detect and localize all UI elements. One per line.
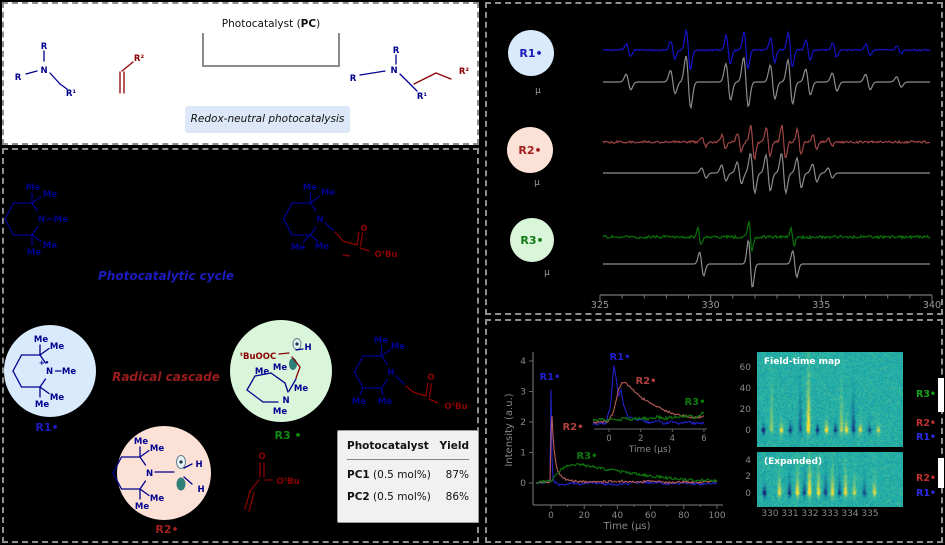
redox-neutral-badge: Redox-neutral photocatalysis	[185, 106, 350, 133]
pc2-yield: 86%	[445, 491, 469, 503]
field-time-map-canvas	[757, 352, 903, 447]
col-yield: Yield	[439, 440, 469, 452]
yield-table-header: Photocatalyst Yield	[347, 440, 469, 452]
yield-table: Photocatalyst Yield PC1 (0.5 mol%) 87% P…	[337, 430, 479, 523]
pc2-cell: PC2 (0.5 mol%)	[347, 491, 431, 503]
pc1-cell: PC1 (0.5 mol%)	[347, 469, 431, 481]
table-row: PC2 (0.5 mol%) 86%	[347, 491, 469, 503]
table-divider	[347, 459, 469, 460]
pc-label-post: )	[316, 18, 321, 30]
pc-label-bold: PC	[300, 18, 317, 30]
pc-label-pre: Photocatalyst (	[221, 18, 301, 30]
panel-epr-spectra	[485, 2, 943, 315]
photocatalyst-box	[202, 29, 340, 67]
col-photocatalyst: Photocatalyst	[347, 440, 429, 452]
table-row: PC1 (0.5 mol%) 87%	[347, 469, 469, 481]
field-time-map-expanded-canvas	[757, 452, 903, 507]
pc1-yield: 87%	[445, 469, 469, 481]
photocatalyst-box-label: Photocatalyst (PC)	[196, 16, 346, 33]
